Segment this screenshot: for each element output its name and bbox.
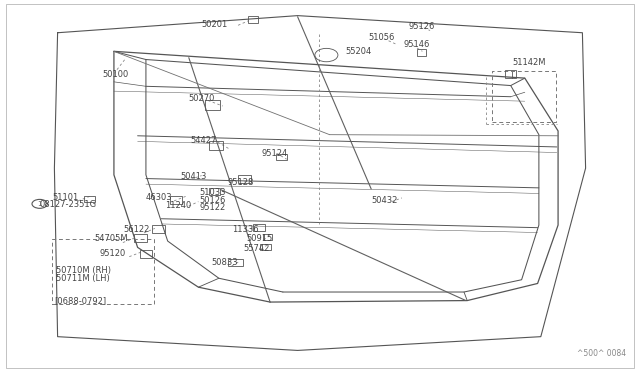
- Text: 11240: 11240: [165, 201, 191, 210]
- Text: 50413: 50413: [180, 172, 207, 181]
- Text: 51033: 51033: [200, 188, 226, 197]
- Text: 55204: 55204: [346, 47, 372, 56]
- Text: 50833: 50833: [211, 258, 238, 267]
- Text: 50915: 50915: [246, 234, 273, 243]
- Text: 50270: 50270: [189, 94, 215, 103]
- Text: 08127-2351G: 08127-2351G: [40, 200, 97, 209]
- Text: 55742: 55742: [243, 244, 269, 253]
- Text: 95120: 95120: [99, 249, 125, 258]
- Text: 51056: 51056: [368, 33, 394, 42]
- Text: 50201: 50201: [201, 20, 227, 29]
- Text: 50126: 50126: [200, 196, 226, 205]
- Text: 11336: 11336: [232, 225, 259, 234]
- Text: 54427: 54427: [191, 136, 217, 145]
- Text: [0688-0792]: [0688-0792]: [54, 296, 106, 305]
- Text: 50710M (RH): 50710M (RH): [56, 266, 111, 275]
- Text: 51101: 51101: [52, 193, 79, 202]
- Text: 51142M: 51142M: [512, 58, 545, 67]
- Text: 50711M (LH): 50711M (LH): [56, 274, 110, 283]
- Text: 46303: 46303: [146, 193, 173, 202]
- Text: 95128: 95128: [227, 178, 253, 187]
- Text: 95126: 95126: [408, 22, 435, 31]
- Text: 56122: 56122: [123, 225, 149, 234]
- Text: 95146: 95146: [403, 40, 429, 49]
- Text: ^500^ 0084: ^500^ 0084: [577, 349, 626, 358]
- Text: 95122: 95122: [200, 203, 226, 212]
- Text: 50432: 50432: [371, 196, 397, 205]
- Text: 54705M: 54705M: [95, 234, 129, 243]
- Text: 50100: 50100: [102, 70, 129, 79]
- Text: 1: 1: [37, 201, 42, 207]
- Text: 95124: 95124: [261, 149, 287, 158]
